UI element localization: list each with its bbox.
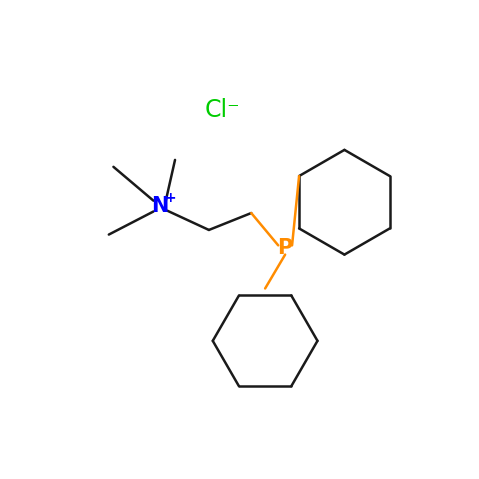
Text: +: + <box>165 192 176 205</box>
Text: Cl⁻: Cl⁻ <box>205 98 240 122</box>
Text: N: N <box>151 196 168 216</box>
Text: P: P <box>277 238 293 258</box>
